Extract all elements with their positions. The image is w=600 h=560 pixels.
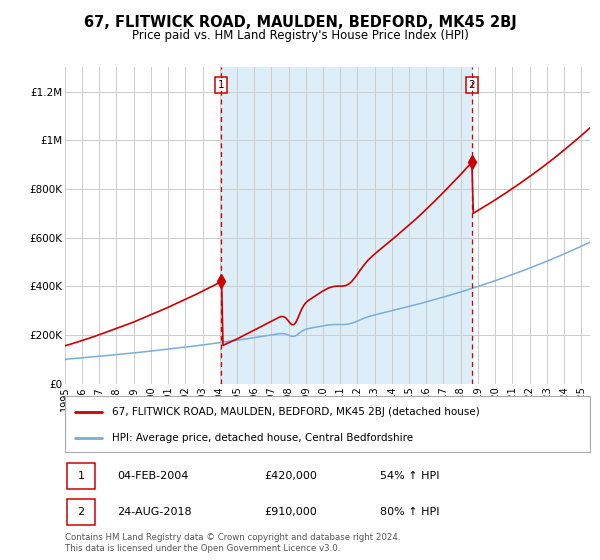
Text: 54% ↑ HPI: 54% ↑ HPI bbox=[380, 471, 439, 481]
Text: £420,000: £420,000 bbox=[265, 471, 317, 481]
Text: Contains HM Land Registry data © Crown copyright and database right 2024.
This d: Contains HM Land Registry data © Crown c… bbox=[65, 533, 400, 553]
Text: HPI: Average price, detached house, Central Bedfordshire: HPI: Average price, detached house, Cent… bbox=[112, 433, 413, 444]
Text: Price paid vs. HM Land Registry's House Price Index (HPI): Price paid vs. HM Land Registry's House … bbox=[131, 29, 469, 42]
Text: 1: 1 bbox=[77, 471, 85, 481]
Text: 04-FEB-2004: 04-FEB-2004 bbox=[118, 471, 188, 481]
FancyBboxPatch shape bbox=[67, 500, 95, 525]
Text: 80% ↑ HPI: 80% ↑ HPI bbox=[380, 507, 439, 517]
Text: 67, FLITWICK ROAD, MAULDEN, BEDFORD, MK45 2BJ: 67, FLITWICK ROAD, MAULDEN, BEDFORD, MK4… bbox=[83, 15, 517, 30]
Text: 24-AUG-2018: 24-AUG-2018 bbox=[118, 507, 192, 517]
Bar bbox=[221, 67, 472, 384]
Text: 1: 1 bbox=[218, 80, 224, 90]
FancyBboxPatch shape bbox=[67, 463, 95, 488]
Text: 2: 2 bbox=[469, 80, 475, 90]
Text: 2: 2 bbox=[77, 507, 85, 517]
FancyBboxPatch shape bbox=[65, 396, 590, 452]
Text: 67, FLITWICK ROAD, MAULDEN, BEDFORD, MK45 2BJ (detached house): 67, FLITWICK ROAD, MAULDEN, BEDFORD, MK4… bbox=[112, 407, 480, 417]
Text: £910,000: £910,000 bbox=[265, 507, 317, 517]
